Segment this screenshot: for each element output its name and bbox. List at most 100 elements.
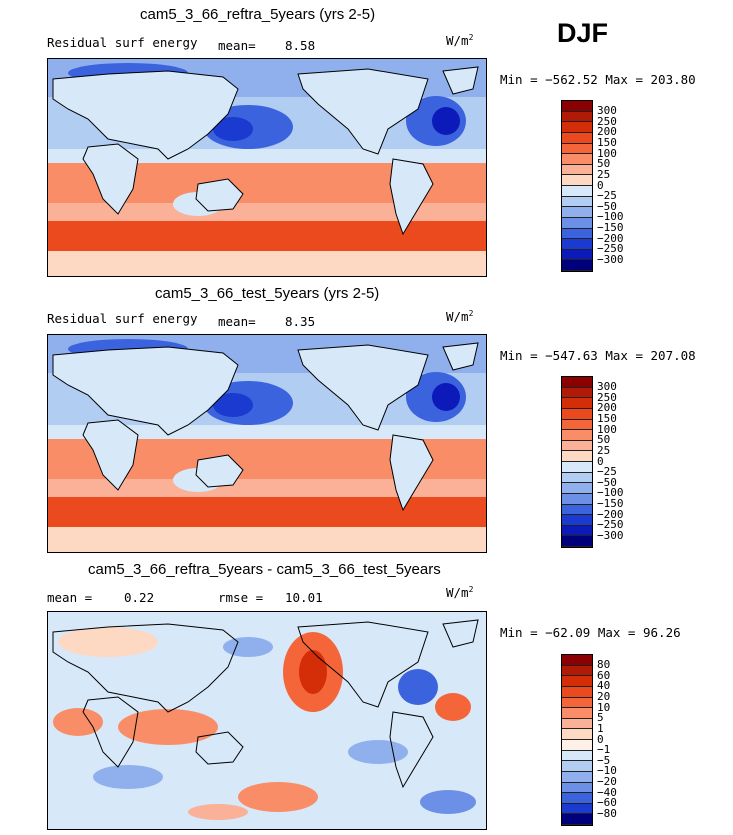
p2-eurasia (52, 346, 239, 436)
colorbar-swatch (562, 440, 592, 452)
panel3-colorbar (561, 654, 593, 826)
p1-south-band (48, 221, 486, 251)
colorbar-tick-label: 50 (597, 433, 611, 447)
p3-blob-spac (238, 782, 318, 812)
p2-africa (82, 419, 139, 491)
colorbar-swatch (562, 132, 592, 144)
colorbar-tick-label: −250 (597, 242, 624, 256)
colorbar-swatch (562, 493, 592, 505)
colorbar-swatch (562, 122, 592, 133)
p1-land (52, 66, 479, 236)
colorbar-tick-label: 0 (597, 732, 604, 746)
p1-s-america (389, 158, 434, 236)
colorbar-swatch (562, 228, 592, 240)
colorbar-tick-label: −100 (597, 210, 624, 224)
colorbar-swatch (562, 387, 592, 399)
colorbar-swatch (562, 419, 592, 431)
colorbar-swatch (562, 740, 592, 751)
colorbar-swatch (562, 398, 592, 409)
panel1-mean-label: mean= (218, 38, 256, 53)
panel2-variable-label: Residual surf energy (47, 311, 198, 326)
panel1-minmax: Min = −562.52 Max = 203.80 (500, 72, 696, 87)
colorbar-tick-label: −250 (597, 518, 624, 532)
panel3-units-exp: 2 (468, 585, 474, 594)
colorbar-swatch (562, 154, 592, 165)
colorbar-tick-label: 25 (597, 443, 611, 457)
p2-antarctic-band (48, 527, 486, 552)
colorbar-swatch (562, 515, 592, 526)
colorbar-swatch (562, 462, 592, 473)
p3-eurasia (52, 623, 239, 713)
colorbar-swatch (562, 239, 592, 250)
colorbar-tick-label: 10 (597, 700, 611, 714)
panel3-title: cam5_3_66_reftra_5years - cam5_3_66_test… (88, 561, 441, 578)
colorbar-swatch (562, 665, 592, 677)
colorbar-swatch (562, 708, 592, 719)
colorbar-swatch (562, 536, 592, 547)
colorbar-tick-label: 100 (597, 422, 617, 436)
colorbar-tick-label: −100 (597, 486, 624, 500)
colorbar-swatch (562, 249, 592, 261)
colorbar-tick-label: 300 (597, 380, 617, 394)
panel1-variable-label: Residual surf energy (47, 35, 198, 50)
panel2-units: W/m2 (446, 309, 473, 324)
colorbar-swatch (562, 771, 592, 783)
p3-s-america (389, 711, 434, 789)
colorbar-tick-label: 100 (597, 146, 617, 160)
p3-greenland (442, 619, 479, 648)
p1-eurasia (52, 70, 239, 160)
colorbar-swatch (562, 803, 592, 815)
colorbar-tick-label: −50 (597, 199, 617, 213)
colorbar-tick-label: −150 (597, 221, 624, 234)
panel2-colorbar (561, 376, 593, 548)
colorbar-swatch (562, 207, 592, 218)
panel3-rmse-label: rmse = (218, 590, 264, 605)
colorbar-tick-label: 0 (597, 178, 604, 192)
p3-anomaly-blobs (53, 627, 476, 820)
colorbar-tick-label: 40 (597, 679, 611, 693)
p2-greenland (442, 342, 479, 371)
p3-blob-a (58, 627, 158, 657)
p1-kuroshio-core (213, 117, 253, 141)
panel1-colorbar (561, 100, 593, 272)
panel3-units: W/m2 (446, 585, 473, 600)
season-label: DJF (557, 18, 609, 48)
p1-gulfstream-core (432, 107, 460, 135)
panel3-rmse-value: 10.01 (285, 590, 323, 605)
panel3-units-base: W/m (446, 585, 469, 601)
colorbar-tick-label: −300 (597, 528, 624, 542)
p3-blob-npac-core (299, 650, 327, 694)
panel2-map-svg (48, 335, 486, 552)
p2-land (52, 342, 479, 512)
panel3-minmax: Min = −62.09 Max = 96.26 (500, 625, 681, 640)
panel2-units-base: W/m (446, 309, 469, 325)
colorbar-swatch (562, 793, 592, 804)
p2-s-america (389, 434, 434, 512)
p3-blob-e (398, 669, 438, 705)
colorbar-tick-label: −150 (597, 497, 624, 510)
p3-australia (195, 731, 244, 765)
colorbar-swatch (562, 782, 592, 794)
colorbar-swatch (562, 483, 592, 494)
p1-greenland (442, 66, 479, 95)
p3-blob-i (435, 693, 471, 721)
colorbar-tick-label: −60 (597, 796, 617, 810)
colorbar-tick-label: 200 (597, 125, 617, 139)
p1-australia (195, 178, 244, 212)
colorbar-tick-label: 60 (597, 668, 611, 682)
p2-australia (195, 454, 244, 488)
colorbar-tick-label: −10 (597, 764, 617, 778)
colorbar-swatch (562, 686, 592, 698)
colorbar-tick-label: 200 (597, 401, 617, 415)
colorbar-swatch (562, 676, 592, 687)
panel3-mean-label: mean = (47, 590, 93, 605)
p1-subtrop-band (48, 203, 486, 221)
colorbar-swatch (562, 260, 592, 271)
colorbar-swatch (562, 472, 592, 484)
colorbar-swatch (562, 186, 592, 197)
p2-n-america (297, 344, 429, 431)
colorbar-tick-label: 25 (597, 167, 611, 181)
panel1-mean-value: 8.58 (285, 38, 316, 53)
p2-gulfstream-core (432, 383, 460, 411)
panel2-map (47, 334, 487, 553)
